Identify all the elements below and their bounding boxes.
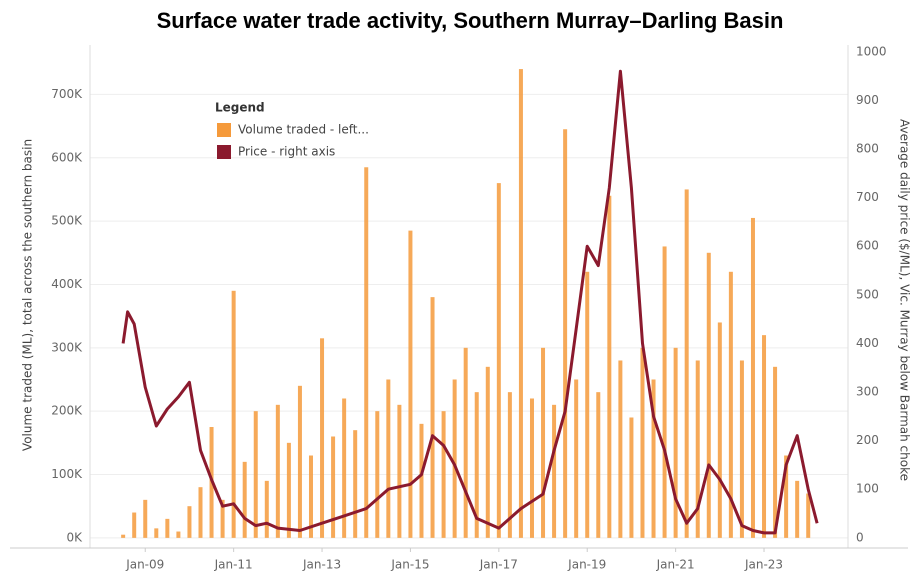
x-tick-label: Jan-13 — [302, 558, 341, 572]
bar — [297, 385, 302, 538]
bar — [739, 360, 744, 538]
y-axis-title: Volume traded (ML), total across the sou… — [21, 139, 35, 451]
x-tick-label: Jan-17 — [479, 558, 518, 572]
bar — [331, 436, 336, 538]
bar — [154, 528, 159, 538]
bar — [264, 480, 269, 538]
bar — [242, 461, 247, 538]
bar — [364, 167, 369, 538]
y2-axis-title: Average daily price ($/ML), Vic. Murray … — [898, 119, 912, 481]
y2-tick-label: 500 — [856, 287, 879, 301]
bar — [132, 512, 137, 538]
bar — [463, 347, 468, 538]
bar — [231, 290, 236, 538]
bar — [187, 506, 192, 538]
bar — [596, 392, 601, 538]
bar — [706, 252, 711, 538]
bar — [684, 189, 689, 538]
bar — [717, 322, 722, 538]
bar — [629, 417, 634, 538]
bar — [574, 379, 579, 538]
y-tick-label: 100K — [51, 467, 83, 481]
y2-tick-label: 100 — [856, 482, 879, 496]
bar — [320, 338, 325, 538]
bar — [773, 366, 778, 538]
bar — [728, 271, 733, 538]
y2-tick-label: 0 — [856, 530, 864, 544]
bar — [795, 480, 800, 538]
x-tick-label: Jan-11 — [214, 558, 253, 572]
y2-tick-label: 700 — [856, 190, 879, 204]
bar — [529, 398, 534, 538]
x-tick-label: Jan-15 — [390, 558, 429, 572]
bar — [253, 411, 258, 538]
y2-tick-label: 300 — [856, 384, 879, 398]
y2-tick-label: 900 — [856, 93, 879, 107]
bar — [430, 297, 435, 538]
y-tick-label: 200K — [51, 404, 83, 418]
bar — [121, 534, 126, 538]
bar — [143, 499, 148, 538]
bar — [286, 442, 291, 538]
bar — [750, 217, 755, 538]
bar — [607, 195, 612, 538]
bar — [618, 360, 623, 538]
y-tick-label: 700K — [51, 87, 83, 101]
bar — [640, 347, 645, 538]
bar — [673, 347, 678, 538]
chart-title: Surface water trade activity, Southern M… — [157, 8, 784, 33]
bar — [695, 360, 700, 538]
bar — [165, 518, 170, 538]
legend-swatch — [217, 145, 231, 159]
legend-swatch — [217, 123, 231, 137]
y2-tick-label: 1000 — [856, 44, 887, 58]
bar — [308, 455, 313, 538]
legend-label: Volume traded - left... — [238, 123, 369, 137]
bar — [474, 392, 479, 538]
y-tick-label: 600K — [51, 150, 83, 164]
bar — [397, 404, 402, 538]
bar — [375, 411, 380, 538]
bar — [552, 404, 557, 538]
bar — [176, 531, 181, 538]
bar — [408, 230, 413, 538]
y-tick-label: 500K — [51, 214, 83, 228]
y2-tick-label: 200 — [856, 433, 879, 447]
bar — [563, 129, 568, 538]
y2-tick-label: 800 — [856, 142, 879, 156]
y2-tick-label: 400 — [856, 336, 879, 350]
x-tick-label: Jan-19 — [567, 558, 606, 572]
bar — [342, 398, 347, 538]
y2-tick-label: 600 — [856, 239, 879, 253]
legend-label: Price - right axis — [238, 145, 335, 159]
bar — [386, 379, 391, 538]
x-tick-label: Jan-09 — [125, 558, 164, 572]
price-line — [121, 69, 819, 535]
y-tick-label: 300K — [51, 340, 83, 354]
bar — [220, 499, 225, 538]
bar — [507, 392, 512, 538]
bar — [419, 423, 424, 538]
x-tick-label: Jan-23 — [744, 558, 783, 572]
bar — [541, 347, 546, 538]
bar — [496, 183, 501, 538]
bar — [651, 379, 656, 538]
bar — [518, 69, 523, 538]
y-tick-label: 400K — [51, 277, 83, 291]
bar — [485, 366, 490, 538]
bar — [353, 430, 358, 538]
bar — [275, 404, 280, 538]
y-tick-label: 0K — [66, 530, 83, 544]
legend-title: Legend — [215, 101, 265, 115]
bar — [585, 271, 590, 538]
bar — [806, 493, 811, 538]
x-tick-label: Jan-21 — [656, 558, 695, 572]
bar — [662, 246, 667, 538]
bar — [452, 379, 457, 538]
bar — [784, 455, 789, 538]
bar — [198, 487, 203, 538]
bar — [762, 335, 767, 538]
bar — [441, 411, 446, 538]
